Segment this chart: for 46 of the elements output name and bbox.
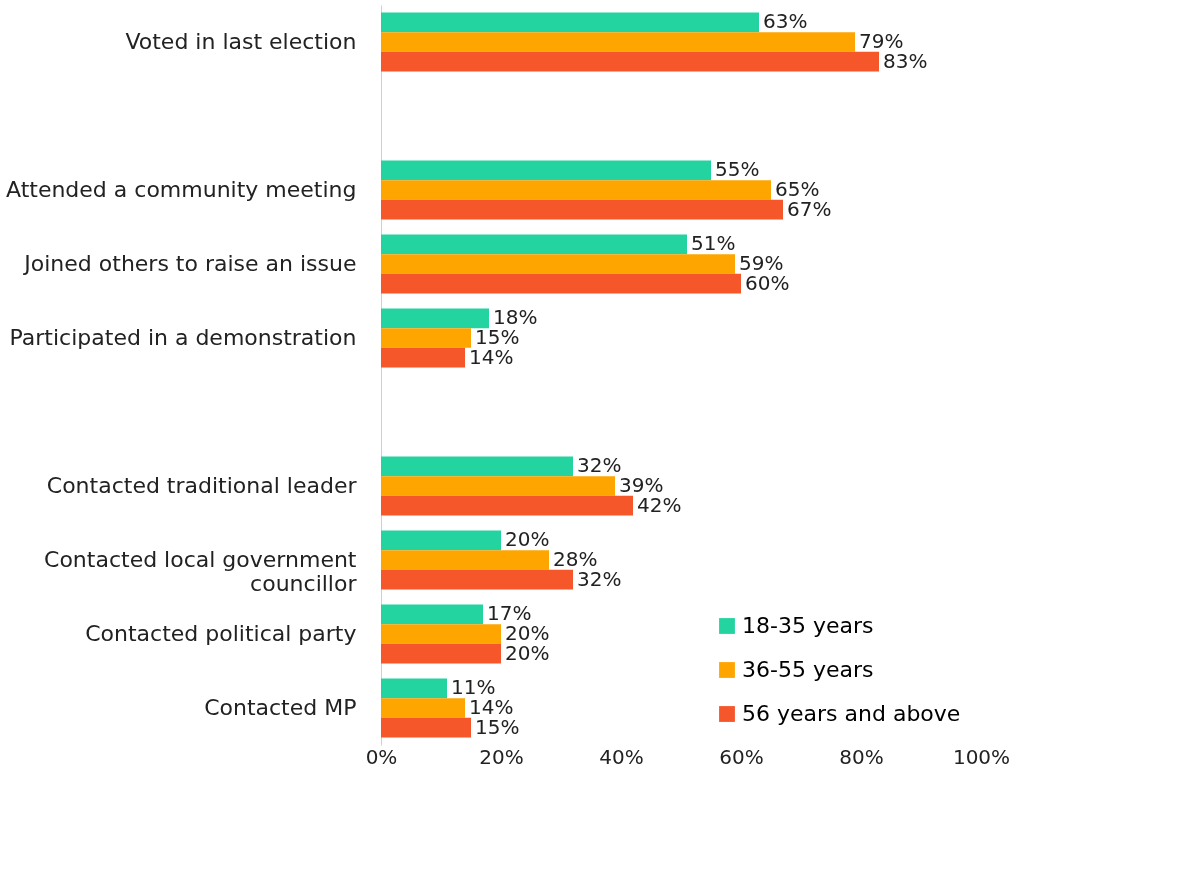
legend-label: 56 years and above (742, 701, 961, 726)
data-label: 63% (763, 9, 808, 34)
bar (381, 530, 501, 551)
y-tick-label: Contacted traditional leader (46, 473, 358, 498)
bar (381, 678, 447, 699)
bar (381, 717, 471, 738)
data-label: 55% (715, 157, 760, 182)
bar (381, 12, 759, 33)
y-tick-label: Contacted MP (204, 695, 357, 720)
y-tick-label: Joined others to raise an issue (22, 251, 357, 276)
data-label: 32% (577, 453, 622, 478)
bar (381, 476, 615, 496)
bar (381, 199, 783, 220)
y-tick-label: Participated in a demonstration (9, 325, 357, 350)
bar (381, 308, 489, 329)
bar (381, 604, 483, 625)
bar (381, 495, 633, 516)
y-tick-label: Contacted local government councillor (44, 547, 358, 596)
x-tick-label: 40% (599, 744, 644, 769)
bar (381, 234, 687, 255)
x-tick-label: 100% (952, 744, 1011, 769)
y-tick-label: Contacted political party (85, 621, 357, 646)
x-tick-label: 20% (479, 744, 524, 769)
y-tick-label: Voted in last election (125, 29, 357, 54)
bar (381, 180, 771, 200)
bar (381, 643, 501, 664)
x-tick-label: 0% (365, 744, 398, 769)
bar (381, 569, 573, 590)
bar (381, 456, 573, 477)
x-tick-label: 80% (839, 744, 884, 769)
bar (381, 624, 501, 644)
bar (381, 328, 471, 348)
legend-label: 36-55 years (742, 657, 874, 682)
x-tick-label: 60% (719, 744, 764, 769)
data-label: 51% (691, 231, 736, 256)
bar (381, 254, 735, 274)
bar (381, 273, 741, 294)
bar (381, 51, 879, 72)
y-tick-label: Attended a community meeting (5, 177, 357, 202)
bar (381, 550, 549, 570)
bar (381, 698, 465, 718)
bar (381, 160, 711, 181)
bar (381, 32, 855, 52)
bar (381, 347, 465, 368)
legend-label: 18-35 years (742, 613, 874, 638)
data-label: 20% (505, 527, 550, 552)
